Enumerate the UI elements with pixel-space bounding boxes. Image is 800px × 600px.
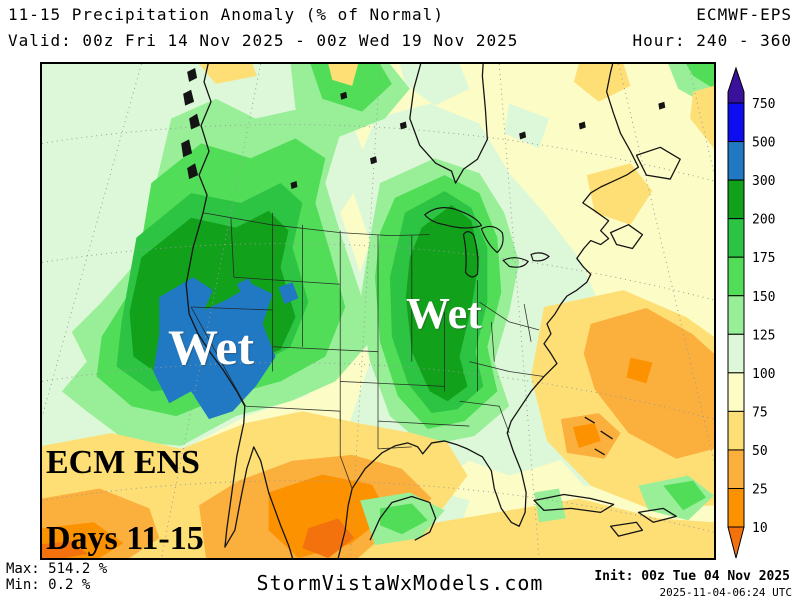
- great-lakes: [423, 207, 550, 278]
- colorbar-cell: [727, 141, 745, 181]
- init-time-label: Init: 00z Tue 04 Nov 2025: [594, 569, 790, 584]
- colorbar-tick-label: 100: [752, 367, 775, 382]
- shade-10-25: [42, 357, 653, 558]
- colorbar-tick-label: 25: [752, 483, 768, 498]
- caption-line-1: ECM ENS: [46, 444, 200, 481]
- colorbar-cell: [727, 372, 745, 412]
- colorbar-cell: [727, 488, 745, 528]
- caption-line-3: %NML Prec: [46, 596, 231, 600]
- colorbar-tick-label: 10: [752, 521, 768, 536]
- colorbar-tick-label: 150: [752, 290, 775, 305]
- coastline: [185, 64, 681, 558]
- colorbar-tick-label: 500: [752, 136, 775, 151]
- colorbar-cell: [727, 102, 745, 143]
- watermark-site: StormVistaWxModels.com: [256, 571, 544, 595]
- max-value-label: Max: 514.2 %: [6, 561, 108, 577]
- colorbar-tick-label: 175: [752, 251, 775, 266]
- wet-annotation-east: Wet: [406, 289, 482, 338]
- header-row-1: 11-15 Precipitation Anomaly (% of Normal…: [0, 5, 800, 24]
- caption-line-2: Days 11-15: [46, 520, 204, 557]
- forecast-hour-label: Hour: 240 - 360: [632, 31, 792, 50]
- map-frame: [40, 62, 716, 560]
- colorbar-cell: [727, 295, 745, 335]
- precip-anomaly-map: [42, 64, 714, 558]
- colorbar-cell: [727, 449, 745, 490]
- shade-caribbean-green-core: [379, 480, 707, 535]
- terrain-specks: [181, 67, 666, 189]
- colorbar-tick-label: 750: [752, 97, 775, 112]
- colorbar-cell: [727, 256, 745, 297]
- colorbar-svg: 750 500 300 200 175 150 125 100 75 50 25 10: [727, 66, 775, 559]
- page-title: 11-15 Precipitation Anomaly (% of Normal…: [8, 5, 444, 24]
- colorbar-cell: [727, 179, 745, 220]
- colorbar-arrow-top: [727, 66, 745, 104]
- generated-time-label: 2025-11-04-06:24 UTC: [659, 586, 792, 599]
- shade-300-500: [153, 277, 299, 420]
- model-name: ECMWF-EPS: [696, 5, 792, 24]
- colorbar-cell: [727, 410, 745, 451]
- colorbar-arrow-bottom: [727, 526, 745, 559]
- state-borders: [190, 212, 545, 489]
- colorbar-cell: [727, 218, 745, 258]
- wet-annotation-west: Wet: [168, 319, 255, 375]
- colorbar-tick-label: 300: [752, 174, 775, 189]
- colorbar-tick-label: 125: [752, 328, 775, 343]
- min-value-label: Min: 0.2 %: [6, 577, 91, 593]
- colorbar-tick-label: 50: [752, 444, 768, 459]
- colorbar-cell: [727, 333, 745, 374]
- graticule: [42, 64, 714, 558]
- header-row-2: Valid: 00z Fri 14 Nov 2025 - 00z Wed 19 …: [0, 31, 800, 50]
- product-caption: ECM ENS Days 11-15 %NML Prec: [46, 444, 231, 600]
- colorbar-tick-label: 75: [752, 405, 768, 420]
- colorbar-tick-label: 200: [752, 213, 775, 228]
- valid-range-label: Valid: 00z Fri 14 Nov 2025 - 00z Wed 19 …: [8, 31, 519, 50]
